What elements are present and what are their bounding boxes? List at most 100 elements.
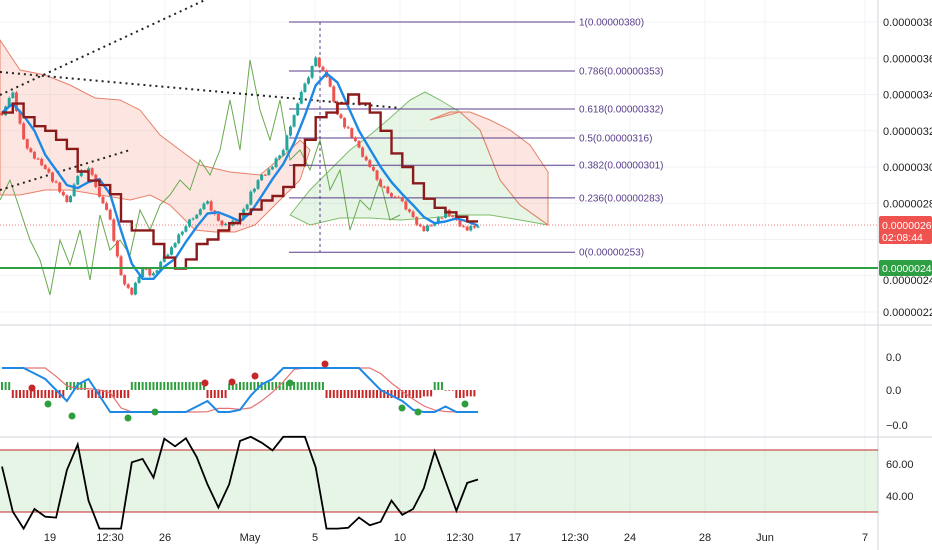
candle-body [411, 211, 415, 218]
macd-histogram-bar [368, 390, 371, 398]
candle-body [58, 182, 62, 192]
macd-cross-marker [414, 408, 422, 416]
time-axis-tick: 19 [44, 532, 56, 544]
macd-cross-marker [68, 412, 76, 420]
macd-histogram-bar [433, 382, 436, 390]
candle-body [476, 226, 480, 228]
candle-body [256, 180, 260, 189]
candle-body [7, 98, 11, 107]
macd-histogram-bar [275, 382, 278, 390]
macd-histogram-bar [105, 390, 108, 398]
rsi-axis-tick: 60.00 [886, 459, 914, 471]
current-price-label: 0.00000268 [882, 220, 932, 232]
candle-body [206, 201, 210, 204]
candle-body [436, 217, 440, 224]
candle-body [451, 215, 455, 217]
candle-body [105, 203, 109, 210]
candle-body [415, 217, 419, 225]
candle-body [144, 268, 148, 270]
candle-body [18, 110, 22, 124]
candle-body [310, 66, 314, 78]
support-price-label: 0.00000244 [882, 263, 932, 275]
time-axis-tick: 7 [862, 532, 868, 544]
candle-body [180, 231, 184, 235]
macd-histogram-bar [451, 390, 454, 391]
macd-cross-marker [28, 384, 36, 392]
macd-histogram-bar [332, 390, 335, 398]
macd-histogram-bar [300, 382, 303, 390]
macd-histogram-bar [372, 390, 375, 398]
macd-histogram-bar [120, 390, 122, 398]
macd-histogram-bar [40, 390, 43, 398]
macd-histogram-bar [80, 382, 83, 390]
candle-body [108, 209, 112, 220]
time-axis-tick: 24 [624, 532, 636, 544]
macd-histogram-bar [199, 382, 202, 390]
candle-body [209, 201, 213, 211]
macd-histogram-bar [15, 390, 18, 398]
macd-histogram-bar [112, 390, 115, 398]
macd-histogram-bar [257, 382, 260, 390]
macd-histogram-bar [473, 390, 476, 397]
macd-histogram-bar [19, 390, 22, 398]
macd-histogram-bar [325, 390, 328, 398]
macd-histogram-bar [383, 390, 386, 398]
macd-histogram-bar [228, 383, 231, 390]
candle-body [292, 115, 296, 127]
time-axis-tick: May [240, 532, 261, 544]
macd-histogram-bar [69, 382, 72, 390]
macd-axis-tick: 0.0 [886, 352, 901, 364]
macd-histogram-bar [469, 390, 472, 397]
macd-histogram-bar [350, 390, 353, 398]
macd-histogram-bar [365, 390, 368, 398]
candle-body [11, 92, 15, 99]
candle-body [285, 135, 289, 151]
candle-body [281, 150, 285, 156]
macd-histogram-bar [192, 382, 195, 390]
macd-cross-marker [461, 400, 469, 408]
time-axis[interactable]: 19 12:30 26 May 5 10 12:30 17 12:30 24 28 Jun 7 [44, 532, 868, 544]
candle-body [270, 167, 274, 170]
time-axis-tick: 12:30 [561, 532, 589, 544]
candle-body [314, 57, 318, 67]
candle-body [321, 66, 325, 71]
price-axis-tick: 0.00000380 [883, 17, 932, 29]
macd-cross-marker [398, 404, 406, 412]
macd-histogram-bar [62, 390, 65, 398]
macd-histogram-bar [170, 382, 173, 390]
macd-histogram-bar [293, 382, 296, 390]
macd-histogram-bar [336, 390, 339, 398]
candle-body [159, 261, 163, 271]
macd-histogram-bar [426, 390, 429, 397]
macd-histogram-bar [422, 390, 425, 397]
candle-body [119, 256, 123, 276]
macd-histogram-bar [448, 390, 451, 391]
candle-body [112, 219, 116, 241]
macd-histogram-bar [444, 390, 447, 391]
macd-histogram-bar [1, 382, 3, 390]
countdown-label: 02:08:44 [882, 232, 923, 244]
time-axis-tick: 12:30 [446, 532, 474, 544]
candle-body [249, 191, 253, 205]
macd-histogram-bar [44, 390, 47, 398]
macd-axis-tick: 0.0 [886, 385, 901, 397]
macd-histogram-bar [195, 382, 198, 390]
macd-histogram-bar [437, 382, 440, 390]
fib-level-label: 1(0.00000380) [579, 18, 644, 29]
macd-pane [1, 360, 478, 422]
macd-histogram-bar [415, 390, 418, 398]
macd-histogram-bar [220, 390, 223, 398]
candle-body [375, 170, 379, 180]
macd-histogram-bar [26, 390, 29, 398]
candle-body [47, 168, 51, 173]
macd-histogram-bar [285, 382, 288, 390]
candle-body [40, 159, 44, 166]
macd-histogram-bar [318, 382, 321, 390]
candle-body [444, 209, 448, 218]
macd-histogram-bar [231, 383, 234, 390]
